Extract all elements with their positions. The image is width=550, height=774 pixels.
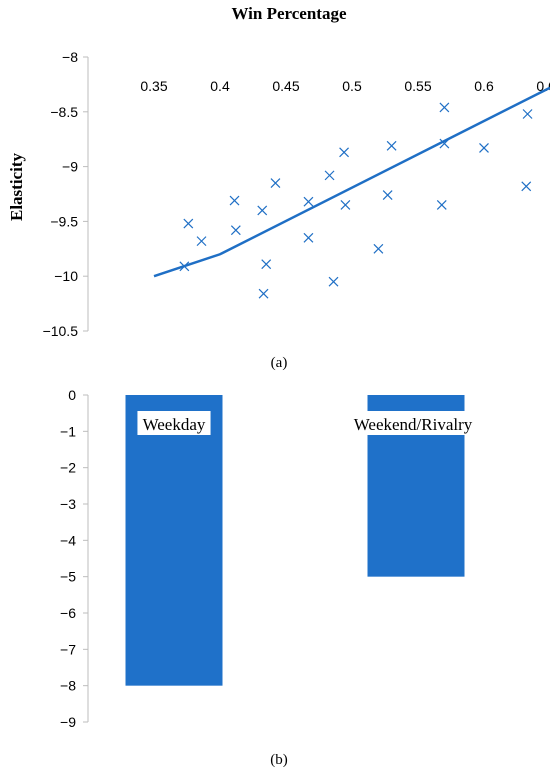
chart-title: Win Percentage bbox=[231, 4, 346, 23]
data-point-marker bbox=[258, 288, 269, 299]
x-tick-label: 0.35 bbox=[140, 78, 167, 94]
y-tick-label: −8.5 bbox=[50, 104, 78, 120]
data-point-marker bbox=[303, 232, 314, 243]
y-tick-label: −10 bbox=[54, 268, 78, 284]
data-point-marker bbox=[522, 109, 533, 119]
y-tick-label: −8 bbox=[60, 678, 76, 694]
tick-labels: −8 −8.5 −9 −9.5 −10 −10.5 0.35 0.4 0.45 0.5 0.55 0.… bbox=[43, 49, 550, 339]
y-tick-label: −3 bbox=[60, 496, 76, 512]
y-axis-label: Elasticity bbox=[7, 153, 26, 221]
data-point-marker bbox=[373, 243, 384, 254]
data-point-marker bbox=[324, 170, 335, 181]
bar-category-label: Weekend/Rivalry bbox=[354, 415, 473, 434]
y-tick-label: −1 bbox=[60, 423, 76, 439]
panel-caption-b: (b) bbox=[270, 752, 288, 768]
data-point-marker bbox=[479, 143, 489, 153]
x-tick-label: 0.6 bbox=[474, 78, 494, 94]
data-point-marker bbox=[328, 276, 339, 287]
data-point-marker bbox=[339, 147, 350, 158]
data-point-marker bbox=[183, 218, 194, 229]
bar-label-background bbox=[339, 411, 487, 435]
x-tick-label: 0.5 bbox=[342, 78, 362, 94]
panel-caption-a: (a) bbox=[271, 355, 288, 371]
data-point-marker bbox=[261, 259, 272, 270]
data-point-marker bbox=[382, 190, 393, 201]
y-tick-label: 0 bbox=[68, 387, 76, 403]
data-point-marker bbox=[257, 205, 268, 216]
data-point-marker bbox=[230, 225, 241, 236]
y-tick-label: −8 bbox=[62, 49, 78, 65]
y-tick-label: −9.5 bbox=[50, 213, 78, 229]
data-point-marker bbox=[521, 181, 532, 192]
y-tick-label: −7 bbox=[60, 641, 76, 657]
y-tick-label: −10.5 bbox=[43, 323, 79, 339]
bar bbox=[125, 395, 223, 686]
x-tick-label: 0.45 bbox=[272, 78, 299, 94]
bars: Weekday Weekend/Rivalry bbox=[125, 395, 487, 686]
y-tick-label: −5 bbox=[60, 569, 76, 585]
bar-label-background bbox=[137, 411, 211, 435]
trend-line bbox=[153, 86, 550, 278]
y-tick-label: −9 bbox=[62, 159, 78, 175]
y-tick-label: −2 bbox=[60, 460, 76, 476]
data-point-marker bbox=[436, 200, 447, 210]
data-point-marker bbox=[340, 200, 351, 210]
tick-labels: 0 −1 −2 −3 −4 −5 −6 −7 −8 −9 bbox=[60, 387, 88, 730]
data-point-marker bbox=[196, 236, 207, 247]
y-tick-label: −9 bbox=[60, 714, 76, 730]
data-point-marker bbox=[270, 178, 281, 188]
x-tick-label: 0.55 bbox=[404, 78, 431, 94]
y-tick-label: −4 bbox=[60, 532, 76, 548]
scatter-chart-panel: Win Percentage Elasticity −8 −8.5 −9 −9.5 −1… bbox=[7, 4, 550, 371]
data-points bbox=[179, 102, 533, 299]
data-point-marker bbox=[439, 102, 450, 113]
data-point-marker bbox=[229, 195, 240, 206]
y-tick-label: −6 bbox=[60, 605, 76, 621]
bar-chart-panel: 0 −1 −2 −3 −4 −5 −6 −7 −8 −9 Weekday Weekend/Rival… bbox=[60, 387, 487, 768]
data-point-marker bbox=[303, 196, 314, 207]
data-point-marker bbox=[386, 140, 397, 151]
bar-category-label: Weekday bbox=[143, 415, 206, 434]
x-tick-label: 0.4 bbox=[210, 78, 230, 94]
